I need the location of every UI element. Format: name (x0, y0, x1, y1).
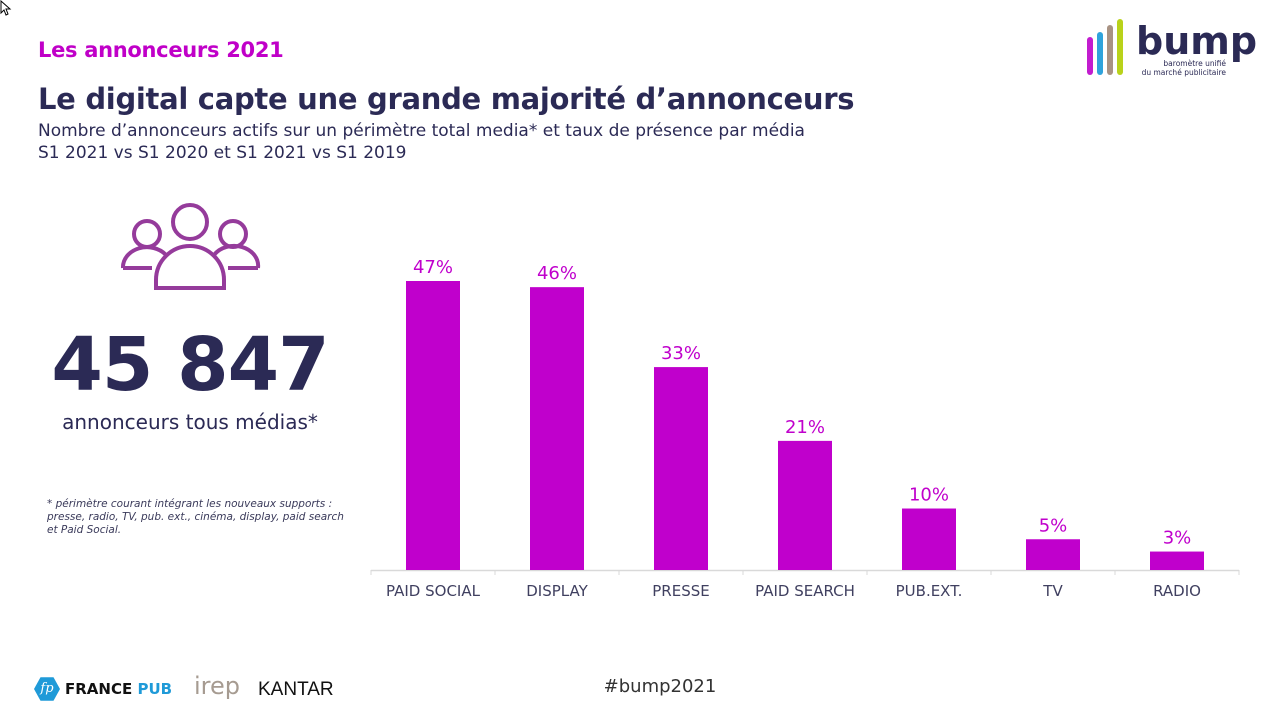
users-group-icon (118, 200, 263, 295)
value-label: 47% (413, 257, 453, 278)
bump-logo-tagline-2: du marché publicitaire (1142, 68, 1227, 77)
value-label: 46% (537, 263, 577, 284)
value-label: 5% (1039, 515, 1068, 536)
bar-presse (654, 367, 708, 570)
france-pub-logo: fp FRANCE PUB (34, 676, 172, 702)
category-labels-group: PAID SOCIAL DISPLAY PRESSE PAID SEARCH PUB.E… (386, 582, 1201, 600)
bar-paid-search (778, 440, 832, 570)
category-label: TV (1042, 582, 1063, 600)
section-kicker: Les annonceurs 2021 (38, 38, 284, 62)
bump-logo-wordmark: bump (1136, 19, 1257, 63)
footnote: * périmètre courant intégrant les nouvea… (47, 498, 344, 536)
value-label: 21% (785, 417, 825, 438)
irep-logo: irep (194, 672, 241, 700)
kpi-value: 45 847 (51, 322, 329, 408)
category-label: PAID SEARCH (755, 582, 855, 600)
bump-logo-tagline-1: baromètre unifié (1163, 59, 1226, 68)
bar-radio (1150, 551, 1204, 570)
mouse-cursor-icon (0, 0, 14, 16)
value-label: 33% (661, 343, 701, 364)
subtitle-line-2: S1 2021 vs S1 2020 et S1 2021 vs S1 2019 (38, 143, 407, 163)
category-label: PAID SOCIAL (386, 582, 481, 600)
bars-group (406, 281, 1204, 570)
category-label: PRESSE (652, 582, 709, 600)
kpi-label: annonceurs tous médias* (62, 410, 318, 434)
france-pub-word1: FRANCE (65, 680, 133, 698)
page-title: Le digital capte une grande majorité d’a… (38, 82, 855, 116)
hashtag: #bump2021 (603, 676, 717, 697)
bar-display (530, 287, 584, 570)
x-axis-ticks (370, 570, 1240, 575)
france-pub-hex-icon: fp (34, 677, 60, 701)
category-label: PUB.EXT. (896, 582, 963, 600)
value-label: 3% (1163, 528, 1192, 549)
bar-paid-social (406, 281, 460, 570)
category-label: RADIO (1153, 582, 1201, 600)
value-label: 10% (909, 485, 949, 506)
subtitle-line-1: Nombre d’annonceurs actifs sur un périmè… (38, 121, 805, 141)
category-label: DISPLAY (526, 582, 588, 600)
bar-pub-ext (902, 508, 956, 570)
bump-logo: bump baromètre unifié du marché publicit… (1084, 18, 1264, 80)
bump-logo-bars-icon (1087, 19, 1123, 75)
bar-tv (1026, 539, 1080, 570)
kantar-logo: KANTAR (258, 679, 334, 700)
value-labels-group: 47% 46% 33% 21% 10% 5% 3% (413, 257, 1191, 549)
france-pub-word2: PUB (137, 680, 173, 698)
